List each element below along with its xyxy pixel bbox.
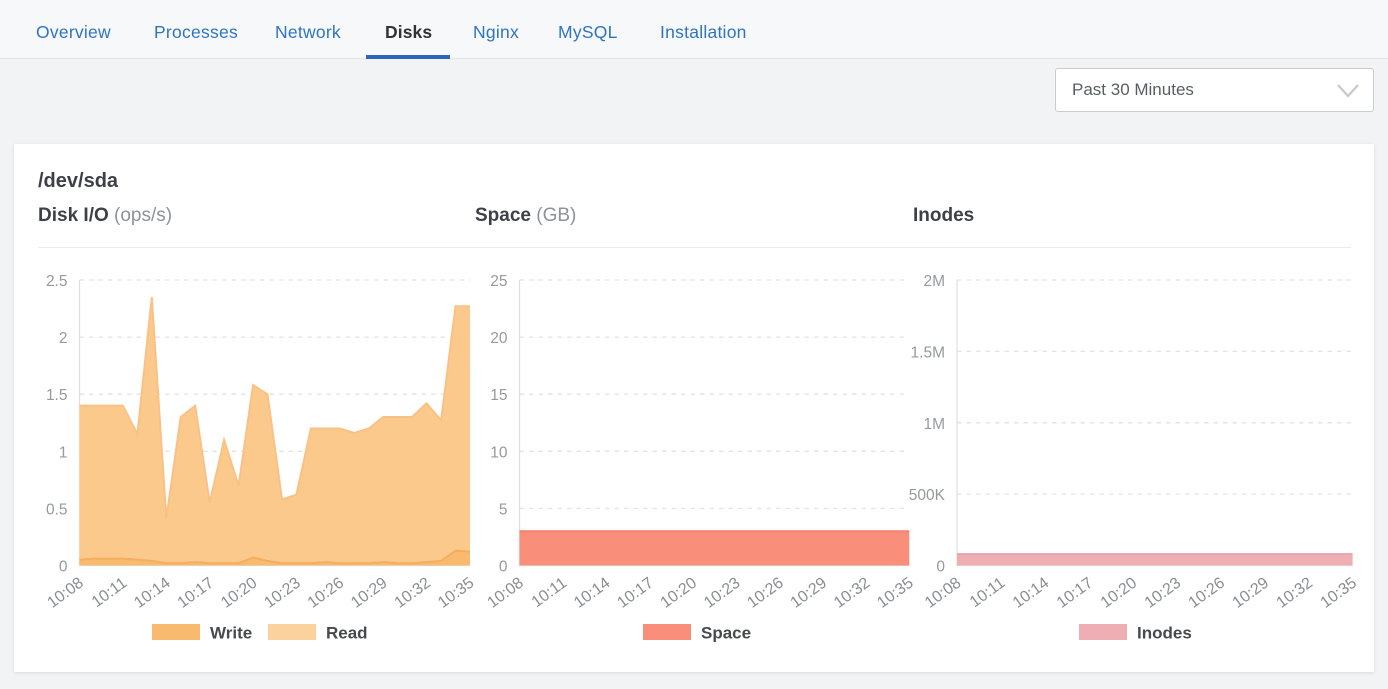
svg-text:10:14: 10:14 — [571, 574, 613, 611]
svg-text:10:11: 10:11 — [89, 574, 131, 611]
svg-text:10:20: 10:20 — [1098, 574, 1140, 611]
svg-text:1: 1 — [59, 444, 68, 461]
svg-text:2M: 2M — [923, 273, 945, 290]
svg-text:15: 15 — [490, 387, 507, 404]
svg-text:500K: 500K — [909, 487, 946, 504]
svg-text:2.5: 2.5 — [46, 273, 68, 290]
svg-text:10:29: 10:29 — [348, 574, 390, 611]
svg-text:10:17: 10:17 — [614, 574, 656, 611]
svg-text:Inodes: Inodes — [1137, 624, 1192, 643]
svg-text:10:35: 10:35 — [874, 574, 916, 611]
svg-text:10:26: 10:26 — [305, 574, 347, 611]
svg-text:10:26: 10:26 — [744, 574, 786, 611]
svg-text:10:32: 10:32 — [392, 574, 434, 611]
svg-text:25: 25 — [490, 273, 507, 290]
svg-text:1.5: 1.5 — [46, 387, 68, 404]
svg-text:10:20: 10:20 — [658, 574, 700, 611]
svg-text:10:29: 10:29 — [788, 574, 830, 611]
svg-text:10:20: 10:20 — [218, 574, 260, 611]
svg-text:10:17: 10:17 — [1054, 574, 1096, 611]
svg-text:0: 0 — [936, 559, 945, 576]
svg-text:10:11: 10:11 — [967, 574, 1009, 611]
svg-text:0.5: 0.5 — [46, 501, 68, 518]
svg-text:10:08: 10:08 — [44, 574, 86, 611]
svg-text:Read: Read — [326, 624, 368, 643]
svg-text:10:17: 10:17 — [175, 574, 217, 611]
svg-text:0: 0 — [59, 559, 68, 576]
svg-text:10:14: 10:14 — [1010, 574, 1052, 611]
svg-text:5: 5 — [499, 501, 508, 518]
svg-text:1M: 1M — [923, 416, 945, 433]
svg-text:10:08: 10:08 — [484, 574, 526, 611]
svg-text:10:23: 10:23 — [701, 574, 743, 611]
svg-text:10:32: 10:32 — [1274, 574, 1316, 611]
svg-text:20: 20 — [490, 330, 508, 347]
svg-text:Space: Space — [701, 624, 751, 643]
svg-text:10:08: 10:08 — [922, 574, 964, 611]
svg-text:10:11: 10:11 — [529, 574, 571, 611]
svg-text:10: 10 — [490, 444, 508, 461]
svg-text:Write: Write — [210, 624, 252, 643]
svg-text:10:23: 10:23 — [1142, 574, 1184, 611]
svg-text:10:35: 10:35 — [1318, 574, 1360, 611]
svg-text:2: 2 — [59, 330, 68, 347]
svg-text:10:32: 10:32 — [831, 574, 873, 611]
svg-text:10:14: 10:14 — [131, 574, 173, 611]
svg-text:10:29: 10:29 — [1230, 574, 1272, 611]
svg-text:0: 0 — [499, 559, 508, 576]
svg-text:1.5M: 1.5M — [911, 344, 945, 361]
svg-text:10:35: 10:35 — [435, 574, 477, 611]
svg-text:10:26: 10:26 — [1186, 574, 1228, 611]
svg-text:10:23: 10:23 — [261, 574, 303, 611]
